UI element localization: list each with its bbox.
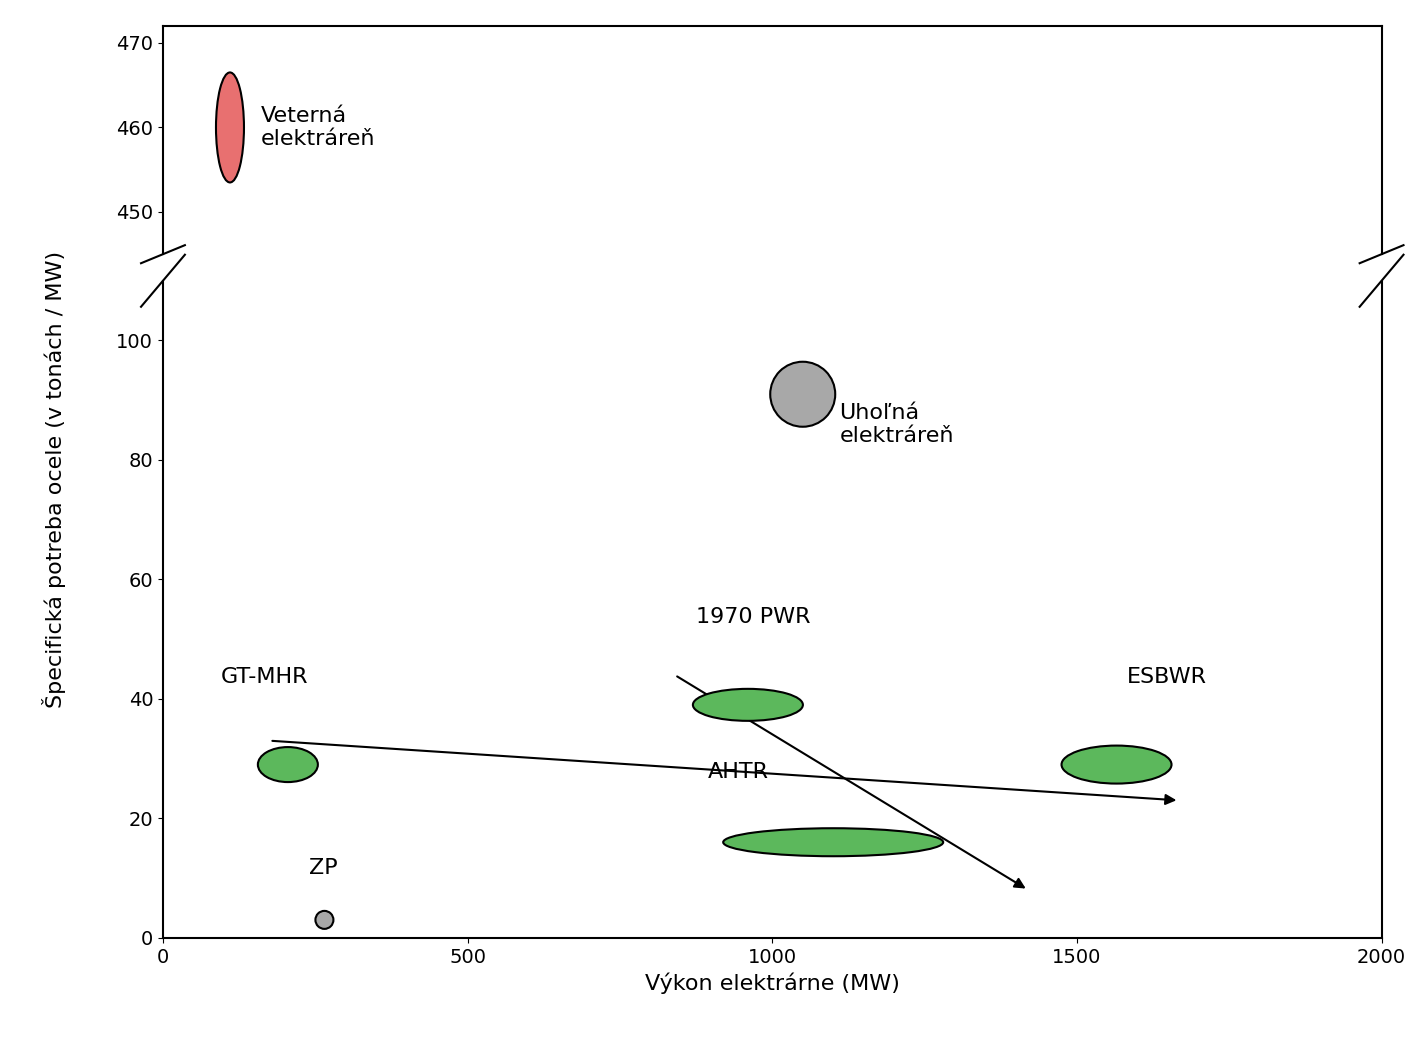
Ellipse shape [258, 747, 317, 783]
Ellipse shape [693, 689, 803, 721]
Text: 1970 PWR: 1970 PWR [696, 607, 811, 627]
Text: ESBWR: ESBWR [1127, 667, 1207, 687]
Text: ZP: ZP [309, 858, 337, 878]
Text: AHTR: AHTR [708, 763, 769, 783]
Text: Špecifická potreba ocele (v tonách / MW): Špecifická potreba ocele (v tonách / MW) [43, 251, 65, 708]
X-axis label: Výkon elektrárne (MW): Výkon elektrárne (MW) [645, 972, 900, 994]
Ellipse shape [316, 911, 333, 928]
Text: GT-MHR: GT-MHR [221, 667, 309, 687]
Ellipse shape [723, 828, 944, 857]
Ellipse shape [771, 362, 835, 427]
Ellipse shape [215, 73, 244, 182]
Text: Veterná
elektráreň: Veterná elektráreň [261, 106, 376, 149]
Ellipse shape [1061, 746, 1172, 784]
Text: Uhoľná
elektráreň: Uhoľná elektráreň [839, 402, 954, 446]
